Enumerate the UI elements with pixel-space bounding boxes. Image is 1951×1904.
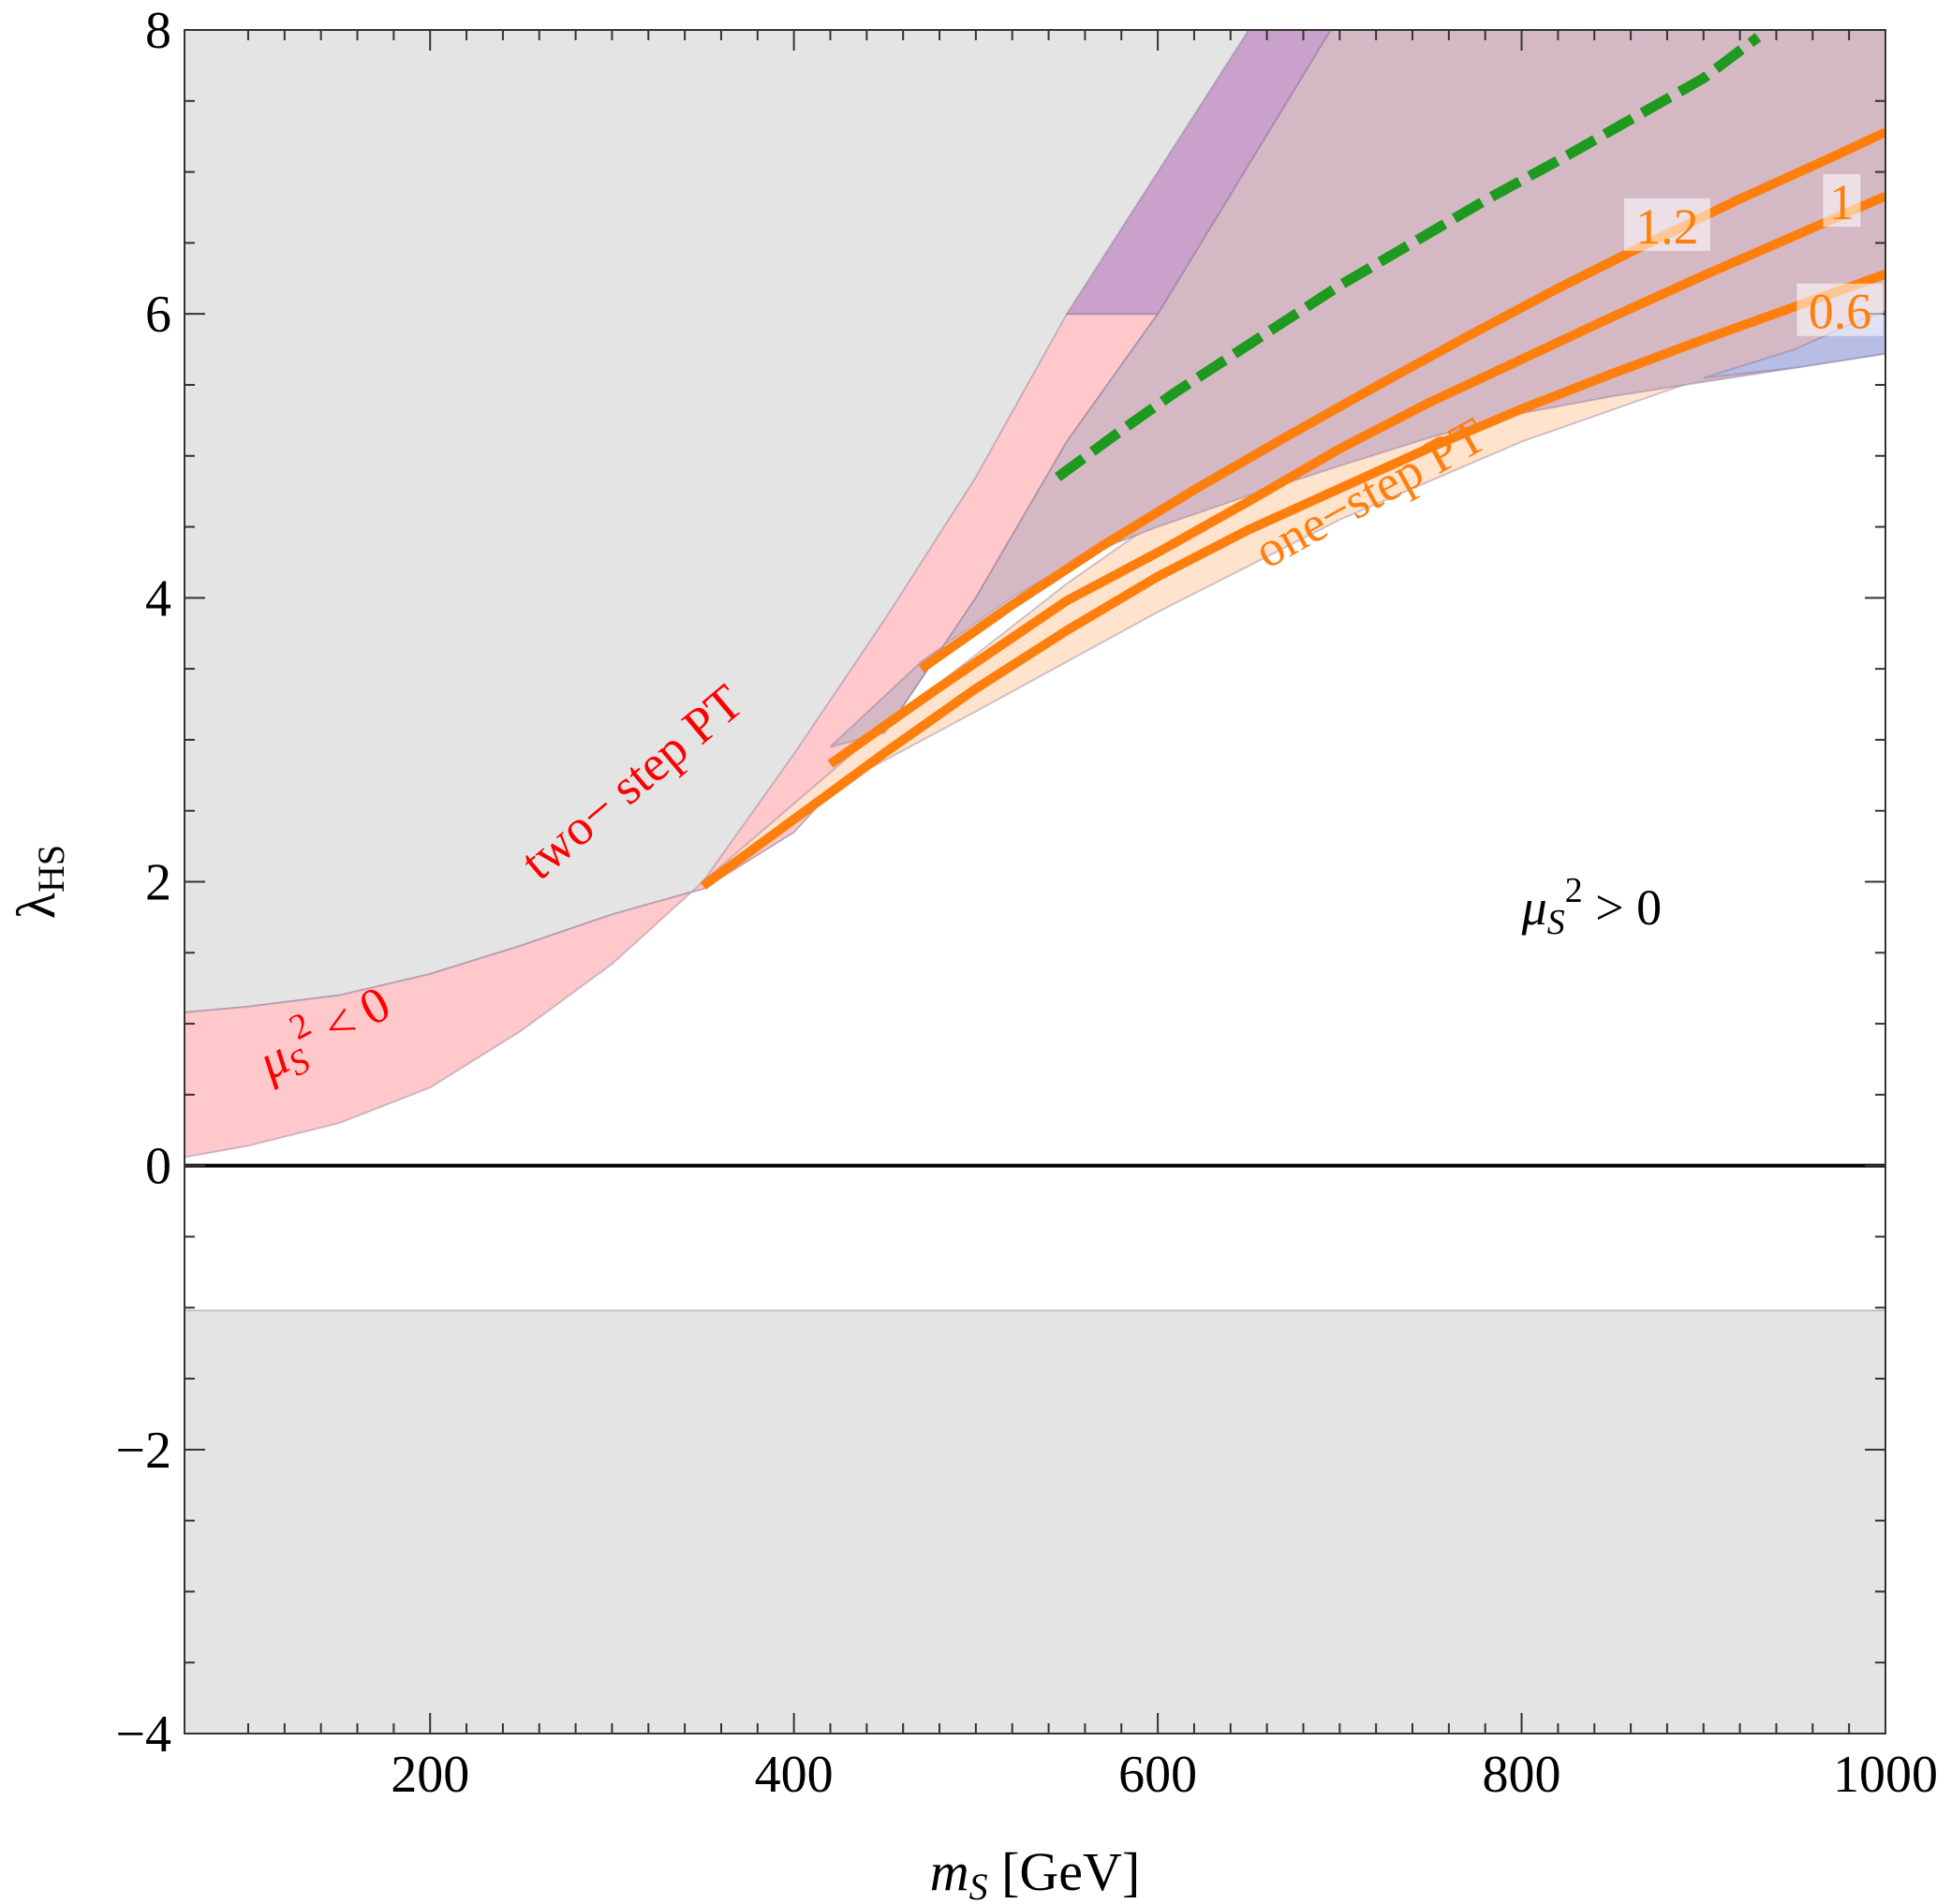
line-label-bg <box>1623 198 1710 251</box>
line-label-text: 1 <box>1829 174 1855 230</box>
line-labels-layer: 1.2 1 0.6 <box>1623 174 1884 340</box>
x-axis-title: mS [GeV] <box>930 1841 1141 1904</box>
lines-layer <box>700 33 1885 891</box>
line-label-1-2: 1.2 <box>1623 198 1710 255</box>
pos-mu-label: μS2 > 0 <box>1521 871 1663 942</box>
ticks-layer: 200 400 600 800 1000 −4 −2 0 2 4 6 8 <box>115 2 1938 1804</box>
line-label-bg <box>1823 174 1861 228</box>
x-tick-label: 1000 <box>1833 1746 1938 1804</box>
axis-titles: mS [GeV] λHS <box>6 845 1140 1904</box>
y-tick-label: 8 <box>145 2 171 60</box>
x-tick-label: 800 <box>1483 1746 1561 1804</box>
regions-layer <box>185 30 1885 1734</box>
region-excluded-lower <box>185 1309 1885 1734</box>
line-label-text: 0.6 <box>1809 284 1872 340</box>
y-axis-title: λHS <box>6 845 72 919</box>
y-tick-label: 4 <box>145 569 171 627</box>
y-tick-label: 2 <box>145 854 171 912</box>
y-tick-label: 6 <box>145 286 171 344</box>
x-tick-label: 600 <box>1118 1746 1197 1804</box>
region-purple-region <box>1065 30 1332 316</box>
line-label-bg <box>1796 283 1884 336</box>
series-line-0-6 <box>700 269 1885 891</box>
y-tick-label: −2 <box>115 1422 171 1480</box>
series-line-1 <box>827 191 1885 768</box>
x-tick-label: 200 <box>391 1746 469 1804</box>
y-tick-label: −4 <box>115 1705 171 1764</box>
series-line-1-2 <box>918 127 1885 673</box>
line-label-1: 1 <box>1823 174 1861 230</box>
x-tick-label: 400 <box>755 1746 834 1804</box>
series-line-green-dashed <box>1055 33 1762 481</box>
line-label-text: 1.2 <box>1635 199 1699 255</box>
line-label-0-6: 0.6 <box>1796 283 1884 340</box>
y-tick-label: 0 <box>145 1138 171 1196</box>
